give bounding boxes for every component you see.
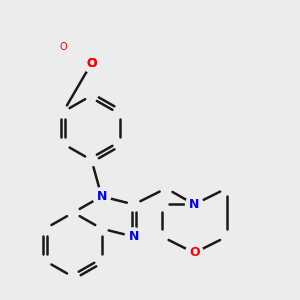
Text: N: N xyxy=(189,198,200,211)
Circle shape xyxy=(93,188,110,205)
Circle shape xyxy=(185,196,203,213)
Circle shape xyxy=(82,54,100,72)
Circle shape xyxy=(82,54,100,72)
Text: N: N xyxy=(129,230,139,243)
Text: O: O xyxy=(189,246,200,260)
Circle shape xyxy=(185,244,203,262)
Text: N: N xyxy=(96,190,107,203)
Text: O: O xyxy=(86,57,97,70)
Text: O: O xyxy=(86,57,97,70)
Circle shape xyxy=(125,228,143,246)
Text: O: O xyxy=(59,42,67,52)
